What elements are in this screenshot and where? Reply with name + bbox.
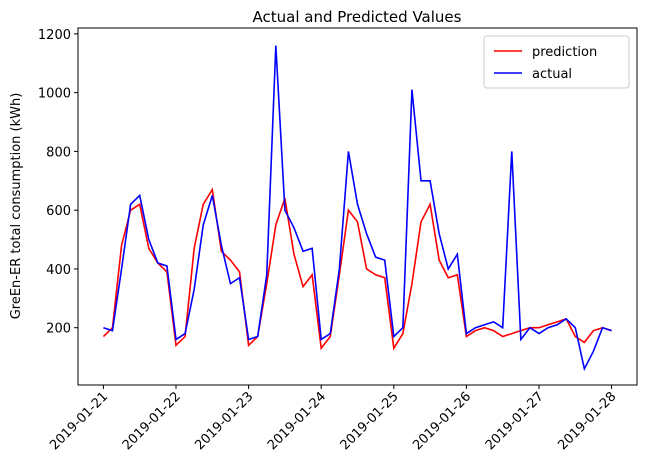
- legend-label: actual: [532, 67, 572, 82]
- x-tick-label: 2019-01-23: [192, 389, 256, 453]
- x-tick-label: 2019-01-21: [47, 389, 111, 453]
- series-line: [103, 45, 612, 372]
- y-tick-label: 1200: [38, 28, 71, 43]
- y-tick-label: 400: [46, 263, 71, 278]
- x-tick-label: 2019-01-27: [483, 389, 547, 453]
- plot-frame: [77, 27, 638, 386]
- series-line: [102, 187, 612, 351]
- legend-label: prediction: [532, 45, 597, 60]
- legend-box: [483, 35, 630, 89]
- x-tick-label: 2019-01-24: [265, 389, 329, 453]
- y-tick-label: 800: [46, 145, 71, 160]
- x-tick-label: 2019-01-26: [410, 389, 474, 453]
- chart-title: Actual and Predicted Values: [253, 8, 462, 26]
- x-tick-label: 2019-01-22: [120, 389, 184, 453]
- x-tick-label: 2019-01-28: [555, 389, 619, 453]
- y-tick-label: 600: [46, 204, 71, 219]
- y-tick-label: 1000: [38, 87, 71, 102]
- y-tick-label: 200: [46, 322, 71, 337]
- x-tick-label: 2019-01-25: [338, 389, 402, 453]
- y-axis-label: GreEn-ER total consumption (kWh): [9, 93, 24, 320]
